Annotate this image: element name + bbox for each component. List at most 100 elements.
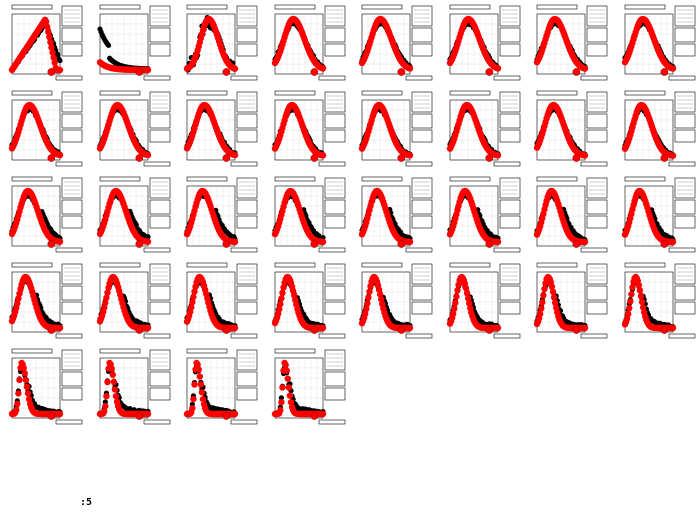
series-model [358, 101, 414, 162]
model-point [406, 324, 414, 332]
model-end-marker [222, 240, 231, 248]
axis-label-box [230, 75, 258, 81]
model-point [190, 293, 197, 301]
series-model [96, 359, 151, 420]
legend-box [236, 43, 258, 57]
model-point [189, 405, 196, 412]
model-point [406, 238, 414, 246]
legend-box [324, 27, 345, 43]
model-point [638, 298, 645, 306]
model-point [23, 383, 31, 391]
model-point [101, 402, 109, 410]
model-point [24, 390, 32, 397]
model-point [188, 304, 195, 311]
model-point [581, 65, 589, 72]
legend-box [149, 91, 170, 113]
model-end-marker [485, 326, 493, 334]
panel-svg [271, 4, 345, 81]
model-point [627, 291, 635, 298]
model-point [276, 407, 284, 414]
model-point [195, 366, 202, 373]
model-point [450, 305, 457, 312]
model-end-marker [310, 154, 318, 162]
axis-label-box [230, 419, 258, 425]
legend-box [149, 301, 170, 315]
legend-box [411, 215, 433, 229]
legend-box [61, 301, 83, 315]
model-point [362, 310, 369, 318]
model-end-marker [222, 68, 231, 76]
model-point [56, 410, 64, 418]
panel-title-box [186, 176, 228, 182]
panel-svg [358, 176, 433, 253]
series-model [8, 187, 64, 248]
legend-box [586, 129, 608, 143]
legend-box [236, 301, 258, 315]
model-point [635, 281, 642, 289]
legend-box [324, 285, 345, 301]
model-point [624, 310, 631, 318]
legend-box [236, 91, 258, 113]
model-point [14, 300, 21, 307]
model-point [231, 151, 239, 159]
legend-box [61, 349, 83, 371]
series-model [533, 273, 589, 334]
panel-svg [446, 262, 520, 339]
axis-label-box [230, 333, 258, 339]
model-point [284, 375, 291, 382]
model-point [15, 295, 22, 302]
panel-title-box [99, 4, 140, 10]
chart-panel [6, 262, 92, 348]
model-point [231, 238, 239, 246]
model-point [319, 152, 326, 159]
footer-label: :5 [80, 497, 93, 508]
model-point [669, 324, 676, 332]
series-model [8, 359, 64, 420]
model-point [637, 292, 644, 300]
model-end-marker [222, 412, 231, 420]
panel-svg [358, 262, 433, 339]
panel-svg [358, 90, 433, 167]
model-point [287, 399, 294, 406]
axis-label-box [580, 247, 608, 253]
model-point [110, 378, 117, 386]
legend-box [499, 129, 520, 143]
panel-title-box [11, 90, 53, 96]
model-end-marker [660, 68, 668, 76]
legend-box [61, 129, 83, 143]
legend-box [236, 349, 258, 371]
panel-svg [446, 176, 520, 253]
axis-label-box [143, 419, 170, 425]
model-point [581, 324, 589, 332]
model-point [319, 324, 326, 332]
series-model [446, 273, 501, 334]
legend-box [411, 301, 433, 315]
model-point [285, 384, 292, 391]
model-point [550, 294, 558, 301]
panel-svg [621, 176, 695, 253]
axis-label-box [405, 247, 433, 253]
legend-box [236, 177, 258, 199]
model-end-marker [135, 326, 143, 334]
model-point [198, 389, 206, 396]
legend-box [674, 5, 695, 27]
model-point [50, 54, 57, 61]
series-model [621, 187, 676, 248]
model-end-marker [485, 240, 493, 248]
chart-panel [619, 4, 700, 90]
axis-label-box [580, 333, 608, 339]
model-point [144, 324, 151, 332]
model-point [378, 296, 385, 303]
panel-svg [183, 90, 258, 167]
model-point [100, 408, 107, 415]
legend-box [324, 301, 345, 315]
panel-svg [271, 262, 345, 339]
legend-box [674, 263, 695, 285]
model-point [144, 66, 151, 74]
series-model [533, 101, 589, 162]
chart-panel [444, 4, 530, 90]
model-end-marker [47, 240, 56, 248]
axis-label-box [55, 419, 83, 425]
model-point [189, 299, 196, 306]
